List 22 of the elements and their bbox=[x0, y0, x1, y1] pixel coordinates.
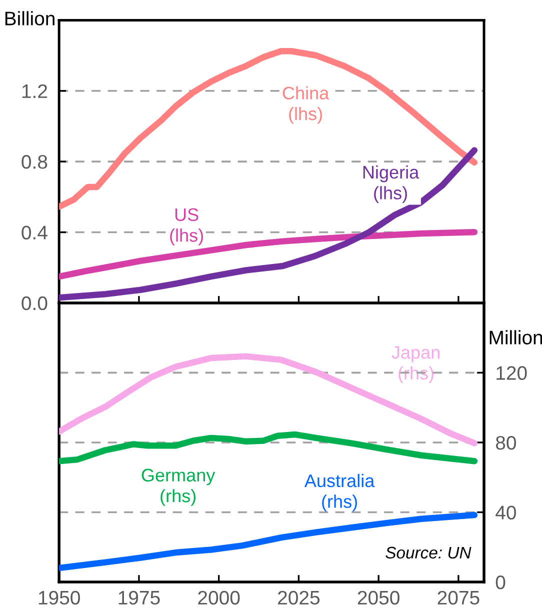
annotation: Source: UN bbox=[386, 546, 472, 559]
x-tick-label: 2075 bbox=[438, 590, 480, 605]
series-label: China (lhs) bbox=[282, 86, 330, 124]
y-tick-label: 0.4 bbox=[22, 226, 48, 240]
y2-tick-label: 120 bbox=[496, 366, 527, 380]
x-tick-label: 2025 bbox=[278, 590, 320, 605]
series-label: Germany (rhs) bbox=[142, 468, 216, 506]
x-tick-label: 1950 bbox=[38, 590, 80, 605]
x-tick-label: 2050 bbox=[358, 590, 400, 605]
y-tick-label: 0.8 bbox=[22, 155, 48, 169]
x-tick-label: 2000 bbox=[198, 590, 240, 605]
y-tick-label: 1.2 bbox=[22, 84, 47, 98]
y2-axis-title: Million bbox=[490, 330, 542, 344]
series-label: US (lhs) bbox=[170, 208, 203, 246]
series-label: Nigeria (lhs) bbox=[363, 165, 420, 203]
y2-tick-label: 40 bbox=[496, 506, 516, 520]
y2-tick-label: 80 bbox=[496, 436, 516, 450]
x-tick-label: 1975 bbox=[118, 590, 160, 605]
series-label: Australia (rhs) bbox=[304, 474, 375, 512]
y2-tick-label: 0 bbox=[496, 575, 506, 590]
y-axis-title: Billion bbox=[5, 11, 54, 26]
y-tick-label: 0.0 bbox=[22, 296, 48, 310]
